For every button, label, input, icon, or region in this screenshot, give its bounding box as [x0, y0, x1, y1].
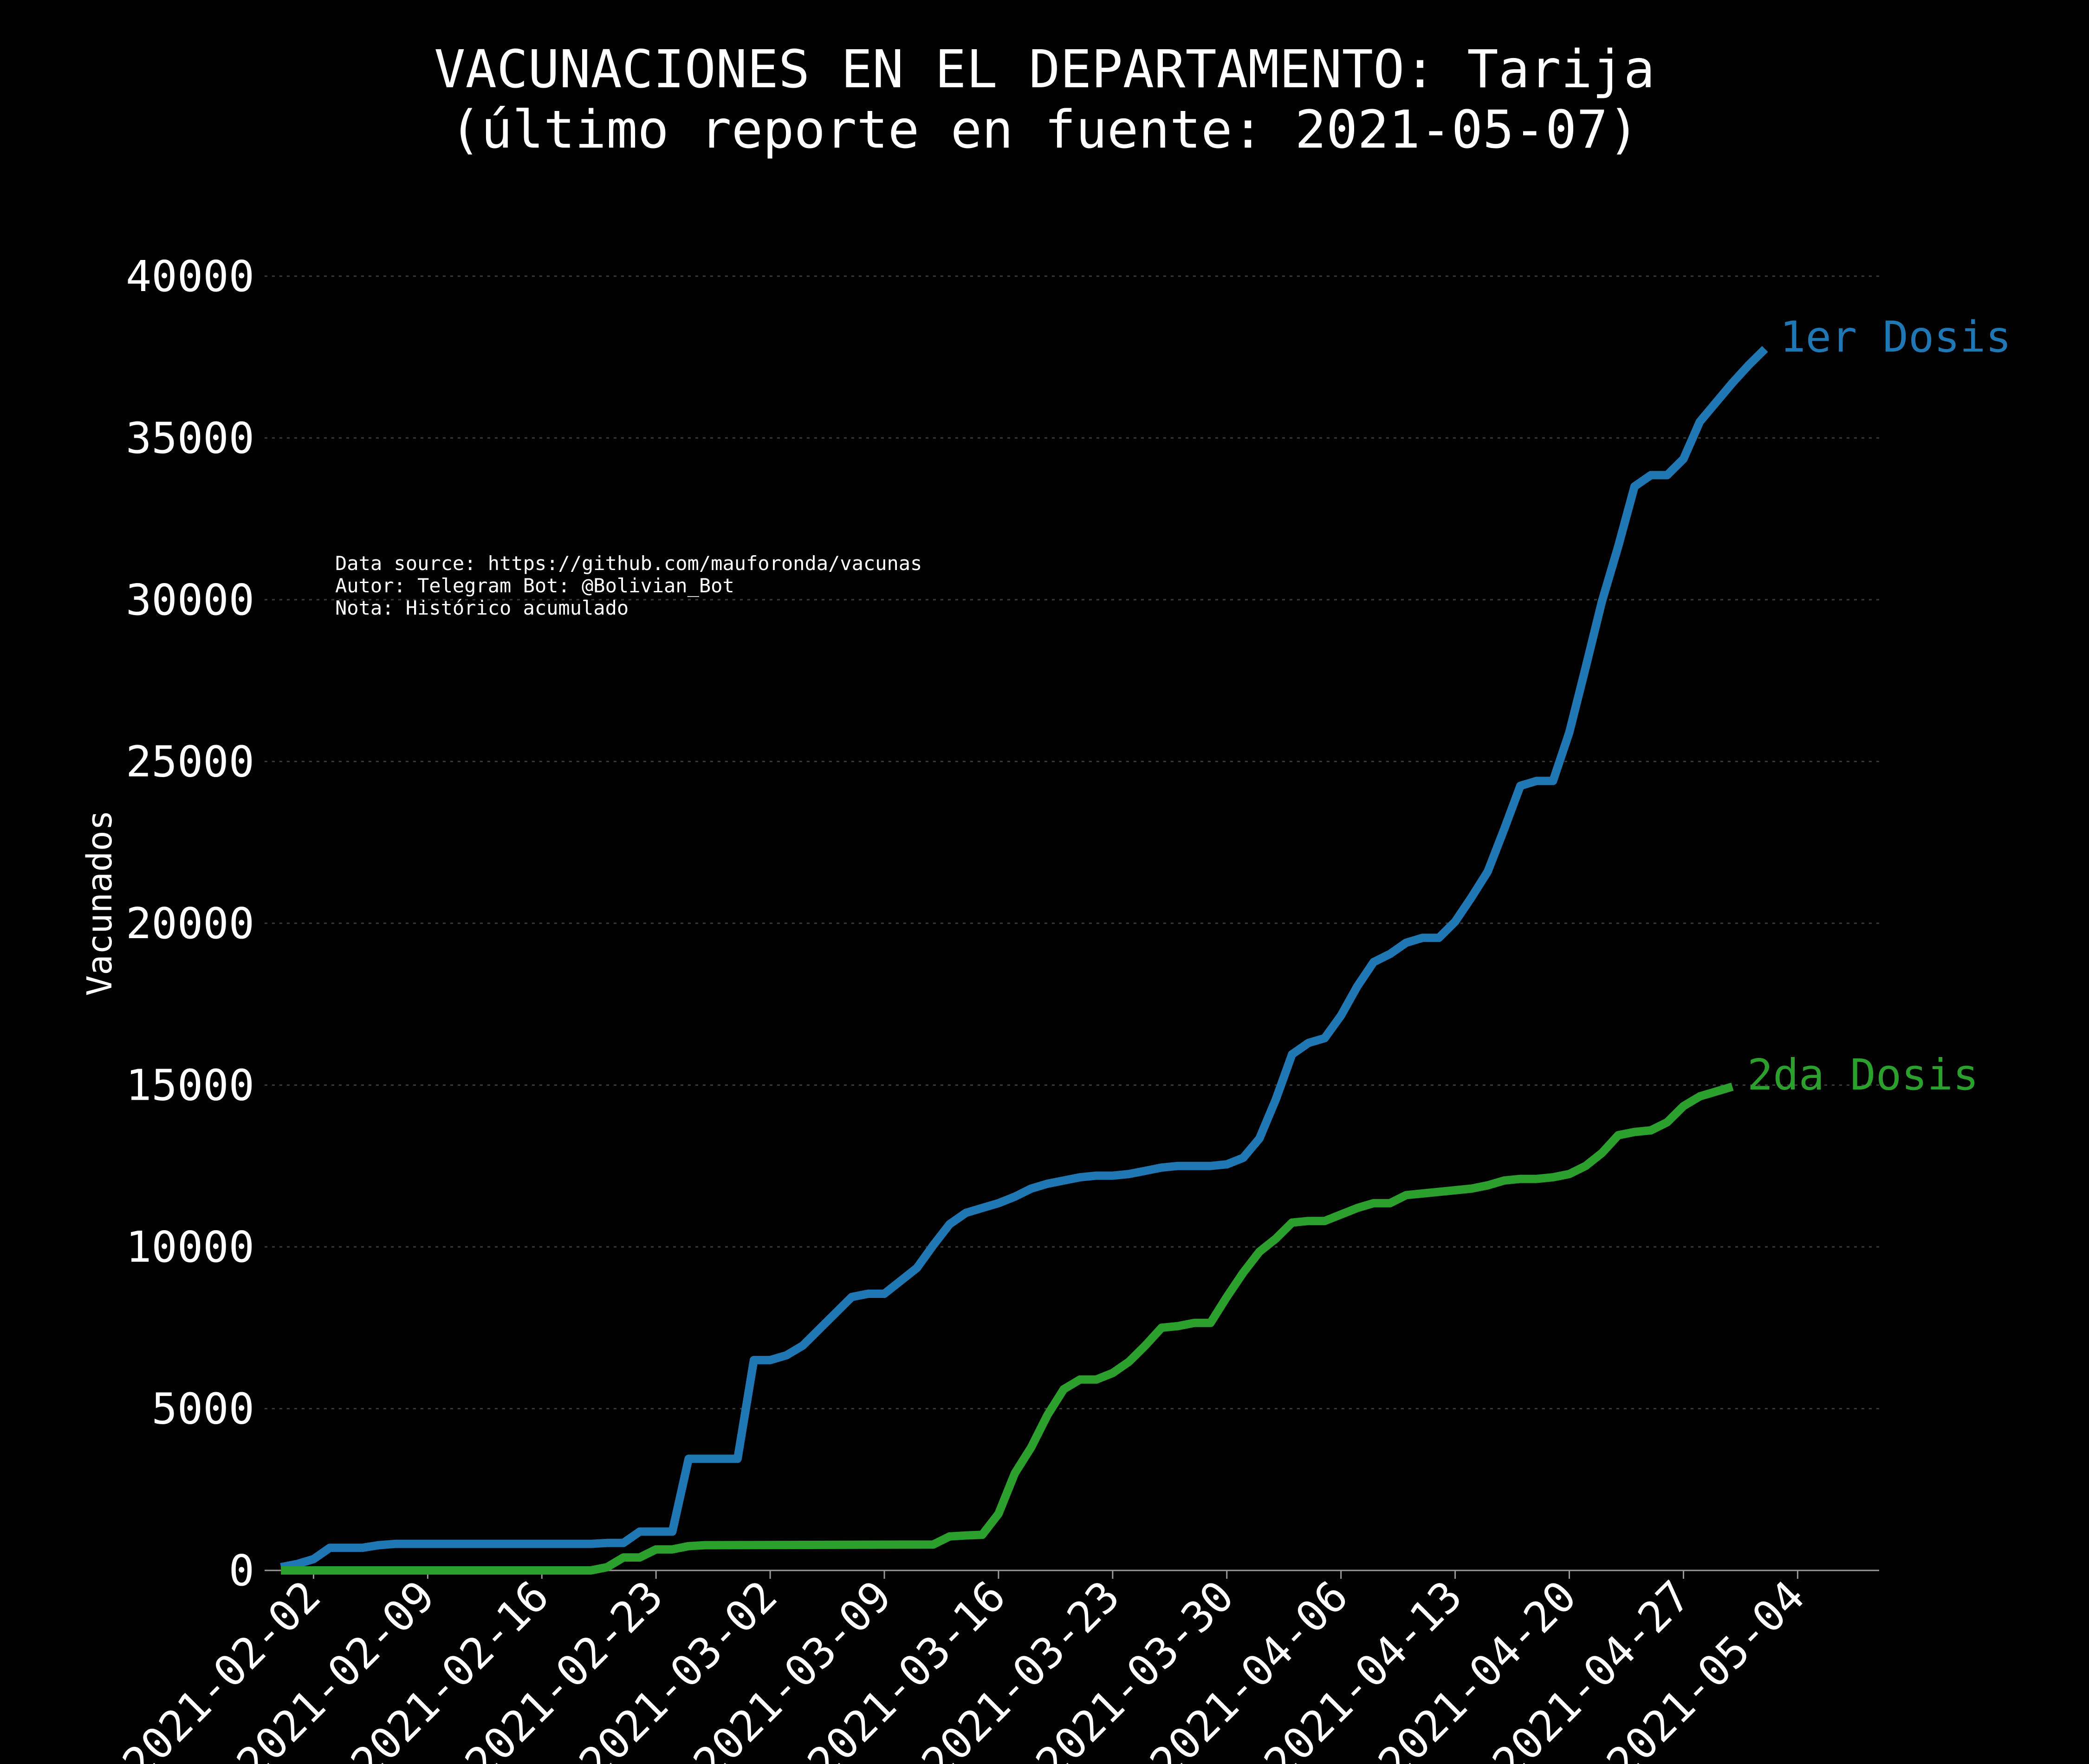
series-end-label-1: 1er Dosis	[1780, 312, 2011, 362]
y-tick-label: 15000	[126, 1060, 254, 1110]
y-tick-label: 25000	[126, 737, 254, 786]
chart-subtitle: (último reporte en fuente: 2021-05-07)	[450, 100, 1639, 160]
data-series	[280, 346, 1768, 1575]
series-line-2	[281, 1083, 1734, 1575]
chart-title: VACUNACIONES EN EL DEPARTAMENTO: Tarija	[434, 39, 1655, 100]
note-cumulative: Nota: Histórico acumulado	[335, 597, 629, 619]
y-tick-label: 30000	[126, 575, 254, 625]
note-data-source: Data source: https://github.com/mauforon…	[335, 552, 922, 575]
series-line-1	[280, 346, 1768, 1571]
y-tick-label: 20000	[126, 899, 254, 948]
y-tick-label: 35000	[126, 413, 254, 463]
source-notes: Data source: https://github.com/mauforon…	[335, 552, 922, 619]
y-tick-label: 0	[229, 1546, 254, 1595]
y-tick-label: 5000	[151, 1384, 254, 1433]
series-end-labels: 1er Dosis 2da Dosis	[1747, 312, 2011, 1100]
y-axis-label: Vacunados	[80, 810, 120, 996]
series-end-label-2: 2da Dosis	[1747, 1050, 1979, 1100]
y-tick-label: 10000	[126, 1222, 254, 1272]
y-tick-label: 40000	[126, 252, 254, 301]
y-tick-labels: 0 5000 10000 15000 20000 25000 30000 35000 40000	[126, 252, 254, 1595]
note-author: Autor: Telegram Bot: @Bolivian_Bot	[335, 574, 734, 597]
grid-lines	[265, 275, 1879, 1409]
